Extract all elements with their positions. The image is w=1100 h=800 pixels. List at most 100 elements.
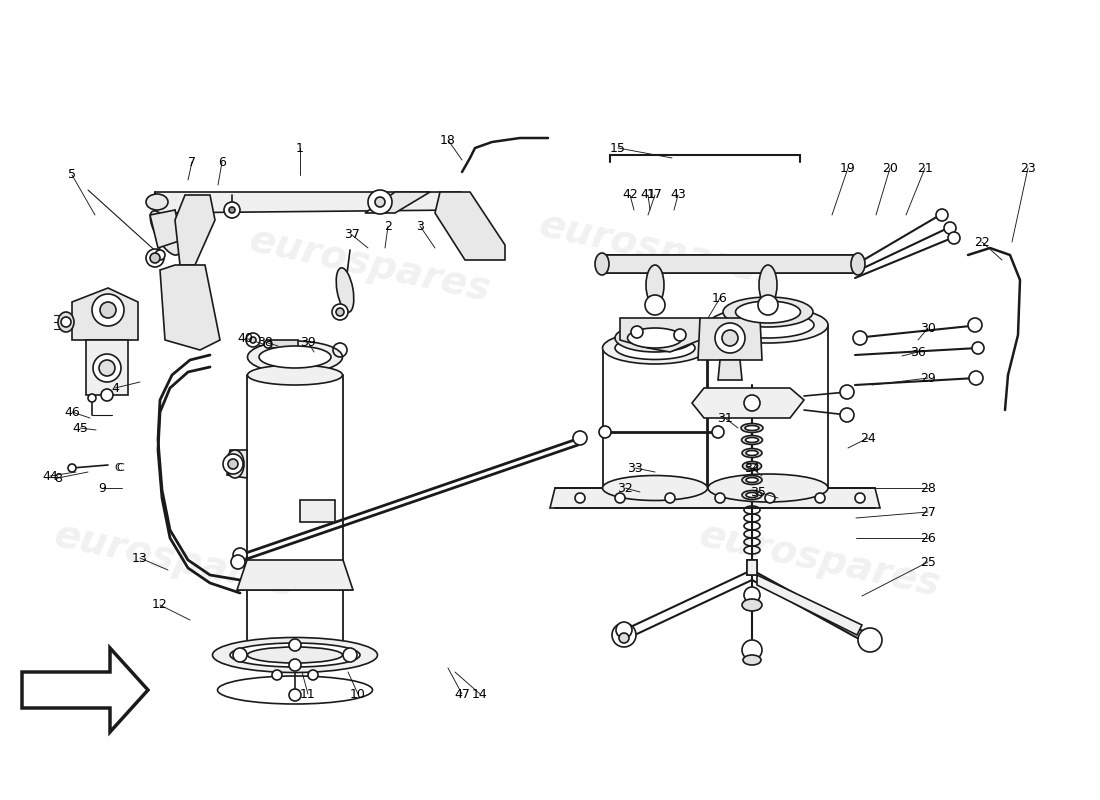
Ellipse shape xyxy=(595,253,609,275)
Bar xyxy=(600,255,860,273)
Ellipse shape xyxy=(742,475,762,485)
Text: 46: 46 xyxy=(64,406,80,418)
Ellipse shape xyxy=(742,449,762,458)
Text: 45: 45 xyxy=(73,422,88,434)
Ellipse shape xyxy=(151,211,179,255)
Ellipse shape xyxy=(746,438,759,442)
Circle shape xyxy=(600,426,610,438)
Ellipse shape xyxy=(742,462,761,470)
Text: 43: 43 xyxy=(670,189,686,202)
Circle shape xyxy=(332,304,348,320)
Text: 34: 34 xyxy=(744,462,760,474)
Circle shape xyxy=(972,342,984,354)
Circle shape xyxy=(944,222,956,234)
Polygon shape xyxy=(155,192,460,213)
Circle shape xyxy=(155,250,165,260)
Text: 10: 10 xyxy=(350,687,366,701)
Ellipse shape xyxy=(615,337,695,359)
Circle shape xyxy=(631,326,644,338)
Circle shape xyxy=(855,493,865,503)
Circle shape xyxy=(308,670,318,680)
Ellipse shape xyxy=(722,312,814,338)
Circle shape xyxy=(289,689,301,701)
Text: 9: 9 xyxy=(98,482,106,494)
Text: 44: 44 xyxy=(42,470,58,482)
Polygon shape xyxy=(747,560,862,635)
Ellipse shape xyxy=(745,426,759,430)
Circle shape xyxy=(68,464,76,472)
Circle shape xyxy=(264,340,272,348)
Circle shape xyxy=(615,493,625,503)
Polygon shape xyxy=(698,318,762,360)
Text: 11: 11 xyxy=(300,687,316,701)
Ellipse shape xyxy=(248,365,342,385)
Text: eurospares: eurospares xyxy=(696,516,944,604)
Circle shape xyxy=(101,389,113,401)
Circle shape xyxy=(715,493,725,503)
Ellipse shape xyxy=(258,346,331,368)
Ellipse shape xyxy=(58,312,74,332)
Circle shape xyxy=(99,360,116,376)
Text: 31: 31 xyxy=(717,411,733,425)
Circle shape xyxy=(289,659,301,671)
Text: 24: 24 xyxy=(860,431,876,445)
Polygon shape xyxy=(175,195,214,265)
Ellipse shape xyxy=(736,301,801,323)
Circle shape xyxy=(573,431,587,445)
Text: eurospares: eurospares xyxy=(536,206,784,294)
Circle shape xyxy=(575,493,585,503)
Ellipse shape xyxy=(248,647,342,663)
Polygon shape xyxy=(236,560,353,590)
Circle shape xyxy=(619,633,629,643)
Bar xyxy=(270,340,298,348)
Text: 6: 6 xyxy=(218,155,226,169)
Ellipse shape xyxy=(746,450,758,455)
Circle shape xyxy=(250,337,256,343)
Circle shape xyxy=(840,385,854,399)
Circle shape xyxy=(375,197,385,207)
Text: 47: 47 xyxy=(454,687,470,701)
Circle shape xyxy=(94,354,121,382)
Text: 3: 3 xyxy=(416,219,424,233)
Text: 29: 29 xyxy=(920,371,936,385)
Polygon shape xyxy=(434,192,505,260)
Ellipse shape xyxy=(226,450,244,478)
Circle shape xyxy=(968,318,982,332)
Circle shape xyxy=(343,648,358,662)
Circle shape xyxy=(666,493,675,503)
Ellipse shape xyxy=(708,307,828,343)
Text: 35: 35 xyxy=(750,486,766,498)
Ellipse shape xyxy=(742,490,762,499)
Ellipse shape xyxy=(248,341,342,373)
Ellipse shape xyxy=(746,493,758,498)
Polygon shape xyxy=(747,560,757,575)
Text: 8: 8 xyxy=(54,471,62,485)
Circle shape xyxy=(936,209,948,221)
Text: 2: 2 xyxy=(384,219,392,233)
Polygon shape xyxy=(160,265,220,350)
Circle shape xyxy=(815,493,825,503)
Text: 30: 30 xyxy=(920,322,936,334)
Ellipse shape xyxy=(627,328,682,348)
Ellipse shape xyxy=(741,435,762,445)
Text: 4: 4 xyxy=(111,382,119,394)
Text: 23: 23 xyxy=(1020,162,1036,174)
Text: 16: 16 xyxy=(712,291,728,305)
Text: 33: 33 xyxy=(627,462,642,474)
Circle shape xyxy=(712,426,724,438)
Circle shape xyxy=(758,295,778,315)
Ellipse shape xyxy=(746,478,758,482)
Ellipse shape xyxy=(603,475,707,501)
Text: 28: 28 xyxy=(920,482,936,494)
Text: 40: 40 xyxy=(238,331,253,345)
Circle shape xyxy=(969,371,983,385)
Circle shape xyxy=(228,459,238,469)
Circle shape xyxy=(224,202,240,218)
Text: eurospares: eurospares xyxy=(246,221,494,309)
Circle shape xyxy=(231,555,245,569)
Circle shape xyxy=(289,639,301,651)
Text: 37: 37 xyxy=(344,229,360,242)
Circle shape xyxy=(674,329,686,341)
Circle shape xyxy=(272,670,282,680)
Circle shape xyxy=(948,232,960,244)
